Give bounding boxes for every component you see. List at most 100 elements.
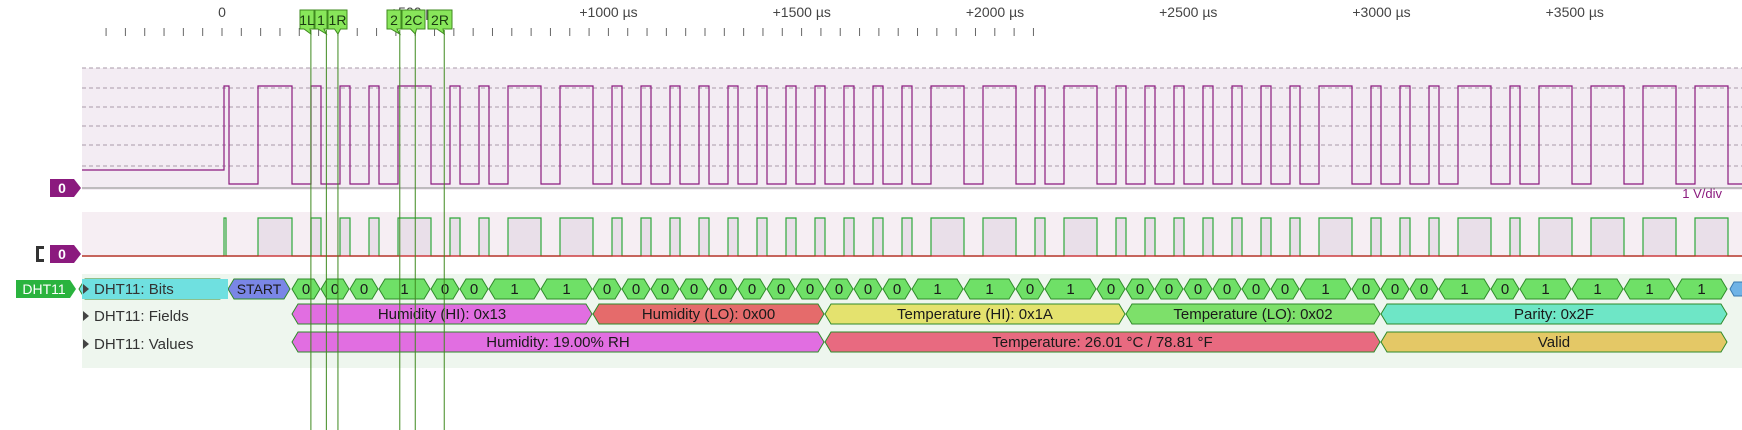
bit-cell[interactable]: 1	[1044, 278, 1097, 300]
bit-cell-shape	[1044, 278, 1097, 300]
bit-cell-label: 0	[690, 281, 698, 298]
digital-high-fill	[902, 218, 912, 256]
bit-cell[interactable]: 1	[963, 278, 1016, 300]
bit-cell[interactable]: 1	[1519, 278, 1572, 300]
bit-cell[interactable]: 1	[378, 278, 431, 300]
cursor-label: 2C	[405, 12, 423, 28]
bit-cell[interactable]: 0	[853, 278, 883, 300]
digital-high-fill	[1510, 218, 1520, 256]
bit-cell[interactable]: 0	[1490, 278, 1520, 300]
bit-cell-shape	[378, 278, 431, 300]
cursor-label: 2R	[431, 12, 449, 28]
digital-high-fill	[1429, 218, 1439, 256]
bit-cell[interactable]: 0	[592, 278, 622, 300]
value-cell[interactable]: Temperature: 26.01 °C / 78.81 °F	[824, 331, 1381, 353]
bit-cell[interactable]: 0	[1183, 278, 1213, 300]
field-cell[interactable]: Parity: 0x2F	[1380, 303, 1728, 325]
field-cell[interactable]: Humidity (LO): 0x00	[592, 303, 825, 325]
cursor-flag	[401, 9, 426, 36]
cursor-flag	[314, 9, 328, 36]
bit-cell[interactable]: 0	[349, 278, 379, 300]
bit-cell-label: 0	[1281, 281, 1289, 298]
expand-triangle-icon[interactable]	[83, 311, 89, 321]
bit-end-marker[interactable]	[1729, 281, 1742, 297]
bit-cell[interactable]: 0	[1015, 278, 1045, 300]
bit-cell[interactable]: 1	[488, 278, 541, 300]
bit-cell-shape	[488, 278, 541, 300]
bit-cell[interactable]: 0	[795, 278, 825, 300]
bit-event-start[interactable]: START	[227, 278, 291, 300]
bit-cell[interactable]: 1	[1438, 278, 1491, 300]
cursor-2[interactable]: 2	[386, 9, 402, 430]
bit-cell-shape	[708, 278, 738, 300]
value-cell[interactable]: Humidity: 19.00% RH	[291, 331, 825, 353]
bit-cell[interactable]: 0	[1212, 278, 1242, 300]
bit-cell[interactable]: 0	[1096, 278, 1126, 300]
bit-cell[interactable]: 0	[430, 278, 460, 300]
cursor-label: 1	[317, 12, 325, 28]
bit-cell[interactable]: 0	[1409, 278, 1439, 300]
bit-cell-shape	[766, 278, 796, 300]
value-cell[interactable]: Valid	[1380, 331, 1728, 353]
digital-channel-label: 0	[58, 246, 66, 262]
bit-cell-shape	[1571, 278, 1624, 300]
digital-high-fill	[398, 218, 431, 256]
analog-channel-marker[interactable]	[50, 179, 81, 197]
cursor-1r[interactable]: 1R	[327, 9, 348, 430]
analog-channel-label: 0	[58, 180, 66, 196]
cursor-2c[interactable]: 2C	[401, 9, 426, 430]
bit-cell-shape	[1438, 278, 1491, 300]
bit-cell[interactable]: 0	[1270, 278, 1300, 300]
bit-cell[interactable]: 1	[1299, 278, 1352, 300]
digital-high-fill	[1371, 218, 1381, 256]
bit-cell[interactable]: 1	[1675, 278, 1728, 300]
bit-cell[interactable]: 0	[766, 278, 796, 300]
bit-cell-shape	[795, 278, 825, 300]
ruler-background[interactable]	[0, 0, 1742, 48]
bit-cell[interactable]: 1	[540, 278, 593, 300]
bit-cell[interactable]: 1	[1623, 278, 1676, 300]
value-cell-label: Valid	[1538, 334, 1570, 351]
bit-cell[interactable]: 0	[1154, 278, 1184, 300]
bit-cell-shape	[1675, 278, 1728, 300]
decoder-bits-label: DHT11: Bits	[94, 281, 174, 298]
cursor-1[interactable]: 1	[314, 9, 328, 430]
bit-cell[interactable]: 0	[650, 278, 680, 300]
bit-cell[interactable]: 0	[291, 278, 321, 300]
bit-cell[interactable]: 0	[679, 278, 709, 300]
field-cell[interactable]: Humidity (HI): 0x13	[291, 303, 593, 325]
bit-cell[interactable]: 0	[882, 278, 912, 300]
bit-cell[interactable]: 0	[320, 278, 350, 300]
bit-cell[interactable]: 0	[737, 278, 767, 300]
bit-cell[interactable]: 0	[621, 278, 651, 300]
decoder-fields-row[interactable]: Humidity (HI): 0x13 Humidity (LO): 0x00 Te…	[291, 303, 1728, 325]
bit-cell[interactable]: 0	[1351, 278, 1381, 300]
decoder-marker[interactable]	[16, 280, 76, 298]
expand-triangle-icon[interactable]	[83, 284, 89, 294]
cursor-1l[interactable]: 1L	[299, 9, 315, 430]
time-ruler[interactable]: 0+500 µs+1000 µs+1500 µs+2000 µs+2500 µs…	[0, 0, 1742, 48]
bit-cell-label: 0	[470, 281, 478, 298]
cursor-2r[interactable]: 2R	[427, 9, 453, 430]
bit-cell[interactable]: 0	[1125, 278, 1155, 300]
field-cell-shape	[1125, 303, 1381, 325]
digital-channel-icon[interactable]	[36, 246, 44, 262]
bit-cell[interactable]: 0	[1241, 278, 1271, 300]
bit-cell[interactable]: 0	[459, 278, 489, 300]
bit-cell[interactable]: 0	[824, 278, 854, 300]
bit-cell-shape	[853, 278, 883, 300]
digital-channel-marker[interactable]	[50, 245, 81, 263]
expand-triangle-icon[interactable]	[83, 339, 89, 349]
bit-cell[interactable]: 1	[1571, 278, 1624, 300]
bit-cell-label: 1	[1321, 281, 1329, 298]
bit-cell[interactable]: 0	[1380, 278, 1410, 300]
bit-cell-label: 0	[603, 281, 611, 298]
bit-cell-label: 0	[331, 281, 339, 298]
bit-cell[interactable]: 1	[911, 278, 964, 300]
cursors[interactable]: 1L 1 1R 2 2C 2R	[299, 9, 453, 430]
field-cell[interactable]: Temperature (HI): 0x1A	[824, 303, 1126, 325]
decoder-values-row[interactable]: Humidity: 19.00% RH Temperature: 26.01 °C…	[291, 331, 1728, 353]
digital-high-fill	[1174, 218, 1184, 256]
bit-cell[interactable]: 0	[708, 278, 738, 300]
field-cell[interactable]: Temperature (LO): 0x02	[1125, 303, 1381, 325]
